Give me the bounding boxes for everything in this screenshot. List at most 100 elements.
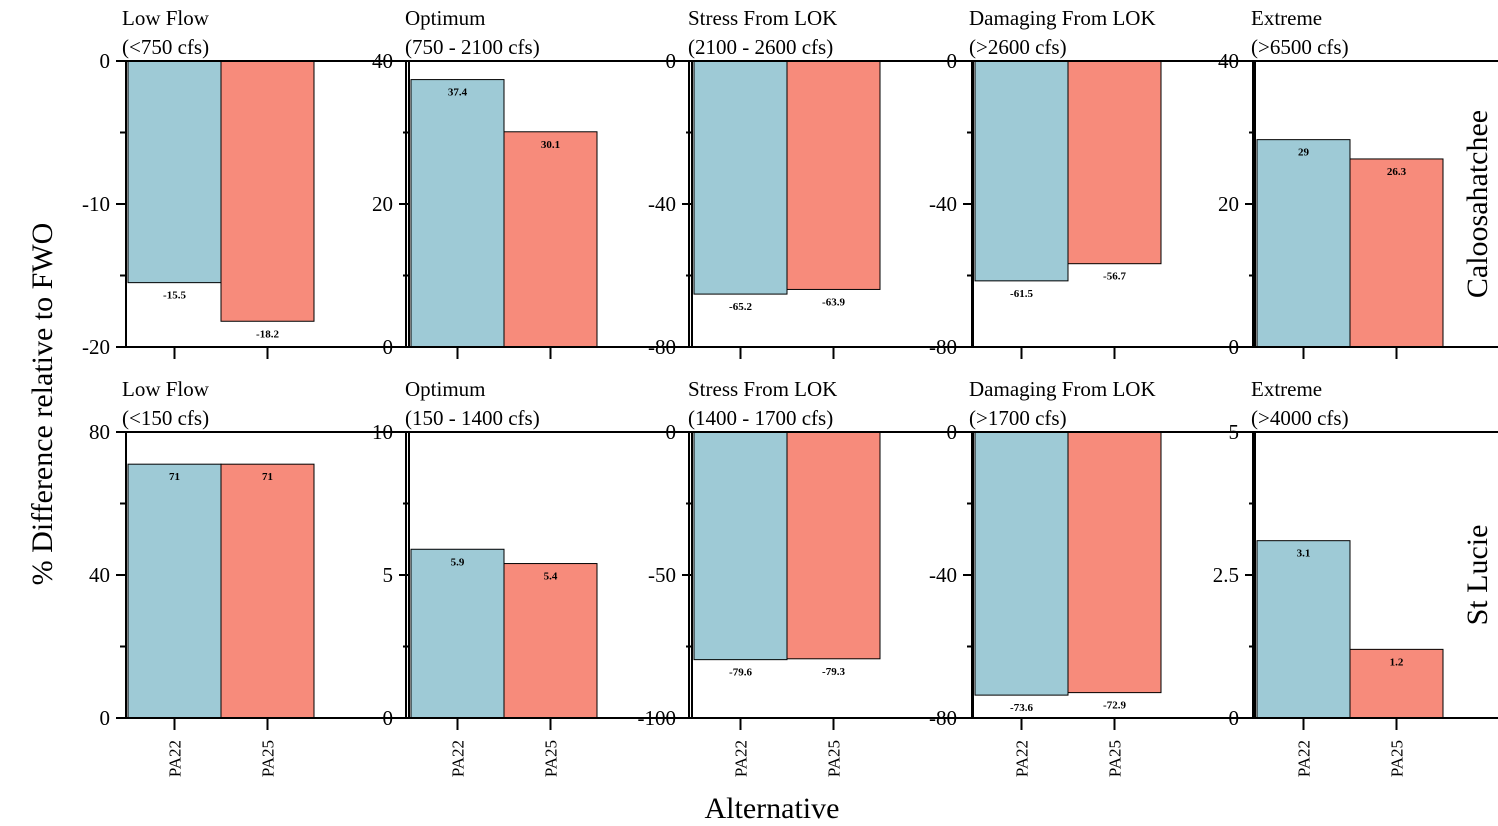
panel-2-title-line-0: Stress From LOK (688, 6, 837, 30)
panel-1-bar-label-pa22: 37.4 (448, 87, 468, 99)
panel-8-ytick-label-0: -80 (929, 706, 957, 730)
panel-9-bar-pa25 (1349, 648, 1444, 719)
panel-7-title-line-0: Stress From LOK (688, 377, 837, 401)
panel-6-xtick-label-pa22: PA22 (449, 740, 468, 777)
panel-6: Optimum (150 - 1400 cfs) 5.9 5.4 0 5 10 PA22 PA2… (372, 377, 690, 777)
panel-5-ytick-label-1: 40 (89, 563, 110, 587)
panel-7-ytick-label-1: -50 (648, 563, 676, 587)
panel-8-xtick-label-pa22: PA22 (1013, 740, 1032, 777)
panel-8-xtick-label-pa25: PA25 (1106, 740, 1125, 777)
panel-6-ytick-label-1: 5 (383, 563, 394, 587)
panel-3-ytick-label-0: -80 (929, 335, 957, 359)
panel-8-title-line-0: Damaging From LOK (969, 377, 1156, 401)
panel-9-bar-label-pa22: 3.1 (1297, 548, 1311, 560)
panel-7-title-line-1: (1400 - 1700 cfs) (688, 406, 833, 430)
y-axis-title: % Difference relative to FWO (26, 223, 59, 586)
panel-7-title: Stress From LOK (1400 - 1700 cfs) (688, 377, 837, 430)
panel-6-title-line-0: Optimum (405, 377, 486, 401)
panel-1-title-line-1: (750 - 2100 cfs) (405, 35, 540, 59)
panel-6-bar-pa22 (410, 548, 505, 719)
panel-3-bar-pa22 (974, 60, 1069, 282)
panel-1-ytick-label-0: 0 (383, 335, 394, 359)
panel-1-ytick-label-1: 20 (372, 192, 393, 216)
panel-9-xtick-label-pa25: PA25 (1388, 740, 1407, 777)
panel-9-title: Extreme (>4000 cfs) (1251, 377, 1349, 430)
panel-0-bar-pa22 (127, 60, 222, 284)
panel-9-bar-pa22 (1256, 540, 1351, 719)
panel-5-title: Low Flow (<150 cfs) (122, 377, 210, 430)
panel-8-bar-pa22 (974, 431, 1069, 696)
panel-0-bar-label-pa25: -18.2 (256, 328, 279, 340)
panel-0-bar-label-pa22: -15.5 (163, 290, 186, 302)
panel-8-title: Damaging From LOK (>1700 cfs) (969, 377, 1156, 430)
panel-5: Low Flow (<150 cfs) 71 71 0 40 80 PA22 PA25 (89, 377, 407, 777)
panel-9-title-line-0: Extreme (1251, 377, 1322, 401)
panel-2: Stress From LOK (2100 - 2600 cfs) -65.2 -63… (648, 6, 973, 359)
panel-7: Stress From LOK (1400 - 1700 cfs) -79.6 -79… (638, 377, 973, 777)
panel-1-bar-label-pa25: 30.1 (541, 139, 560, 151)
panel-7-xtick-label-pa22: PA22 (732, 740, 751, 777)
panel-4: Extreme (>6500 cfs) 29 26.3 0 20 40 (1218, 6, 1498, 359)
panel-8-ytick-label-1: -40 (929, 563, 957, 587)
panel-8: Damaging From LOK (>1700 cfs) -73.6 -72.9 -8… (929, 377, 1254, 777)
panel-5-xtick-label-pa22: PA22 (166, 740, 185, 777)
panel-4-title-line-1: (>6500 cfs) (1251, 35, 1349, 59)
panel-3-bar-pa25 (1067, 60, 1162, 265)
panel-0-bar-pa25 (220, 60, 315, 322)
panel-9-title-line-1: (>4000 cfs) (1251, 406, 1349, 430)
panel-9: Extreme (>4000 cfs) 3.1 1.2 0 2.5 5 PA22 PA25 (1213, 377, 1498, 777)
panel-7-bar-pa22 (693, 431, 788, 661)
panel-5-bar-label-pa22: 71 (169, 471, 180, 483)
panel-8-bar-pa25 (1067, 431, 1162, 694)
panel-2-bar-label-pa22: -65.2 (729, 301, 752, 313)
panel-2-ytick-label-2: 0 (666, 49, 677, 73)
panel-2-bar-pa25 (786, 60, 881, 290)
panel-6-title-line-1: (150 - 1400 cfs) (405, 406, 540, 430)
panel-4-bar-label-pa25: 26.3 (1387, 166, 1407, 178)
panel-5-ytick-label-2: 80 (89, 420, 110, 444)
x-axis-title: Alternative (705, 792, 840, 821)
panel-2-title: Stress From LOK (2100 - 2600 cfs) (688, 6, 837, 59)
panel-6-title: Optimum (150 - 1400 cfs) (405, 377, 540, 430)
panel-6-ytick-label-2: 10 (372, 420, 393, 444)
panel-1-title: Optimum (750 - 2100 cfs) (405, 6, 540, 59)
panel-4-bar-label-pa22: 29 (1298, 147, 1310, 159)
panel-4-ytick-label-1: 20 (1218, 192, 1239, 216)
panel-7-xtick-label-pa25: PA25 (825, 740, 844, 777)
panel-2-title-line-1: (2100 - 2600 cfs) (688, 35, 833, 59)
panel-3: Damaging From LOK (>2600 cfs) -61.5 -56.7 -8… (929, 6, 1254, 359)
panel-6-bar-pa25 (503, 563, 598, 719)
panel-1-title-line-0: Optimum (405, 6, 486, 30)
panel-0-ytick-label-2: 0 (100, 49, 111, 73)
panel-9-ytick-label-0: 0 (1229, 706, 1240, 730)
panel-7-ytick-label-2: 0 (666, 420, 677, 444)
panel-8-title-line-1: (>1700 cfs) (969, 406, 1067, 430)
panel-8-ytick-label-2: 0 (947, 420, 958, 444)
panel-5-xtick-label-pa25: PA25 (259, 740, 278, 777)
panel-9-ytick-label-1: 2.5 (1213, 563, 1239, 587)
panel-4-title: Extreme (>6500 cfs) (1251, 6, 1349, 59)
panel-9-ytick-label-2: 5 (1229, 420, 1240, 444)
row-label-caloosahatchee: Caloosahatchee (1461, 110, 1494, 298)
panel-1: Optimum (750 - 2100 cfs) 37.4 30.1 0 20 40 (372, 6, 690, 359)
panel-5-bar-pa22 (127, 463, 222, 719)
panel-3-title-line-1: (>2600 cfs) (969, 35, 1067, 59)
panel-7-bar-label-pa25: -79.3 (822, 666, 845, 678)
panel-2-bar-label-pa25: -63.9 (822, 296, 845, 308)
panel-6-xtick-label-pa25: PA25 (542, 740, 561, 777)
panel-0: Low Flow (<750 cfs) -15.5 -18.2 -20 -10 0 (82, 6, 407, 359)
panel-0-title-line-0: Low Flow (122, 6, 210, 30)
panel-5-bar-pa25 (220, 463, 315, 719)
panel-4-ytick-label-0: 0 (1229, 335, 1240, 359)
panel-2-ytick-label-1: -40 (648, 192, 676, 216)
panel-6-bar-label-pa25: 5.4 (544, 571, 558, 583)
panel-4-bar-pa22 (1256, 139, 1351, 348)
panel-2-ytick-label-0: -80 (648, 335, 676, 359)
row-label-st-lucie: St Lucie (1461, 525, 1494, 626)
panel-6-ytick-label-0: 0 (383, 706, 394, 730)
panel-5-title-line-1: (<150 cfs) (122, 406, 209, 430)
panel-4-bar-pa25 (1349, 158, 1444, 348)
panel-0-ytick-label-0: -20 (82, 335, 110, 359)
